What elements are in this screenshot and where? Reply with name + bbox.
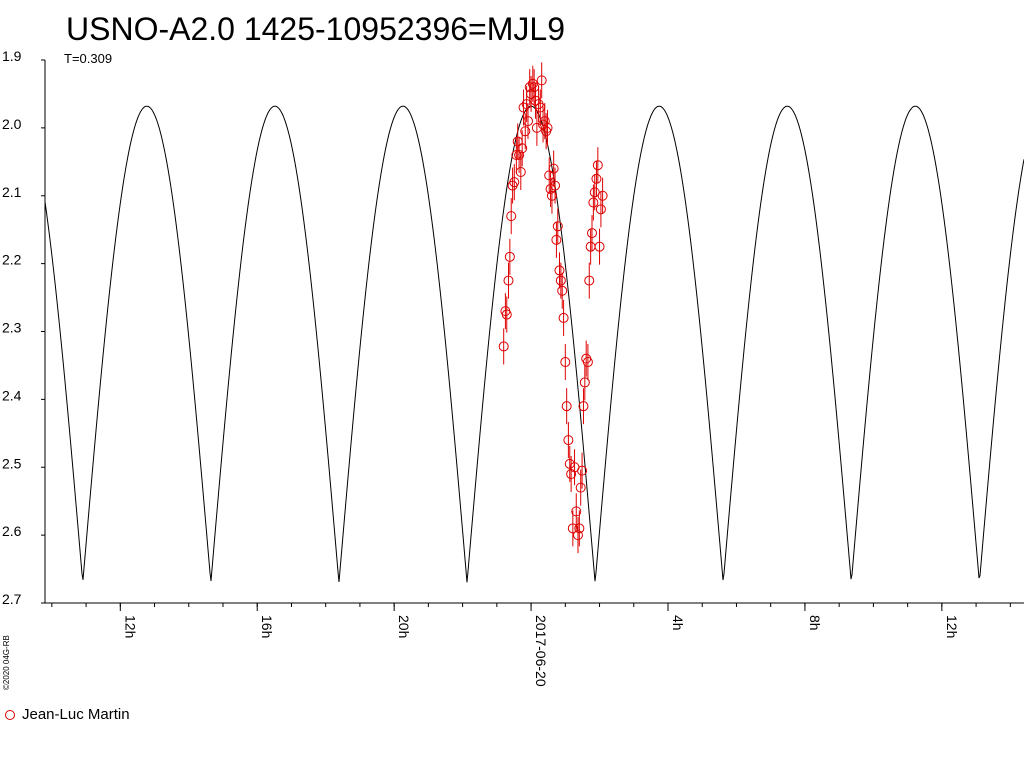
data-points — [498, 75, 608, 541]
chart-title: USNO-A2.0 1425-10952396=MJL9 — [66, 11, 565, 47]
data-point-45 — [566, 469, 577, 480]
data-point-21 — [530, 95, 541, 106]
legend: Jean-Luc Martin — [5, 706, 130, 723]
data-point-36 — [552, 221, 563, 232]
data-point-33 — [548, 163, 559, 174]
data-point-37 — [554, 265, 565, 276]
data-point-11 — [515, 166, 526, 177]
data-point-40 — [558, 312, 569, 323]
y-tick-label-1: 2.0 — [2, 116, 22, 132]
data-point-42 — [561, 401, 572, 412]
data-point-3 — [503, 275, 514, 286]
data-point-14 — [520, 126, 531, 137]
data-point-35 — [551, 234, 562, 245]
data-point-57 — [584, 275, 595, 286]
data-point-18 — [526, 88, 537, 99]
x-tick-label-3: 2017-06-20 — [533, 615, 549, 687]
data-point-32 — [546, 190, 557, 201]
data-point-63 — [592, 160, 603, 171]
x-tick-label-2: 20h — [396, 615, 412, 638]
data-point-34 — [550, 180, 561, 191]
y-tick-label-7: 2.6 — [2, 523, 22, 539]
data-point-41 — [560, 357, 571, 368]
x-tick-label-5: 8h — [807, 615, 823, 631]
data-point-60 — [588, 197, 599, 208]
data-point-12 — [517, 143, 528, 154]
data-point-27 — [539, 116, 550, 127]
data-point-48 — [571, 506, 582, 517]
y-ticks: 1.9 2.0 2.1 2.2 2.3 2.4 2.5 2.6 2.7 — [2, 48, 45, 607]
data-point-20 — [529, 82, 540, 93]
y-tick-label-2: 2.1 — [2, 184, 22, 200]
data-point-30 — [544, 170, 555, 181]
y-tick-label-5: 2.4 — [2, 387, 22, 403]
data-point-4 — [504, 251, 515, 262]
data-point-5 — [506, 211, 517, 222]
data-point-22 — [531, 122, 542, 133]
y-tick-label-6: 2.5 — [2, 455, 22, 471]
x-tick-label-4: 4h — [670, 615, 686, 631]
data-point-50 — [574, 523, 585, 534]
data-point-39 — [557, 285, 568, 296]
data-point-2 — [501, 309, 512, 320]
data-point-49 — [572, 530, 583, 541]
data-point-25 — [536, 75, 547, 86]
data-point-38 — [555, 275, 566, 286]
data-point-8 — [511, 150, 522, 161]
data-point-64 — [594, 241, 605, 252]
period-annotation: T=0.309 — [64, 51, 112, 66]
data-point-16 — [522, 116, 533, 127]
data-point-65 — [595, 204, 606, 215]
x-tick-label-0: 12h — [122, 615, 138, 638]
data-point-43 — [563, 435, 574, 446]
data-point-15 — [521, 99, 532, 110]
data-point-7 — [509, 177, 520, 188]
data-point-54 — [579, 377, 590, 388]
legend-label: Jean-Luc Martin — [22, 706, 130, 723]
data-point-17 — [524, 82, 535, 93]
y-tick-label-0: 1.9 — [2, 48, 22, 64]
data-point-46 — [567, 523, 578, 534]
model-curve — [44, 105, 1024, 583]
data-point-53 — [578, 401, 589, 412]
x-tick-label-1: 16h — [259, 615, 275, 638]
data-point-0 — [498, 341, 509, 352]
x-tick-label-6: 12h — [944, 615, 960, 638]
data-point-59 — [587, 228, 598, 239]
credit-text: ©2020 04G-RB — [2, 635, 11, 690]
y-tick-label-4: 2.3 — [2, 320, 22, 336]
data-point-24 — [535, 102, 546, 113]
data-point-9 — [512, 136, 523, 147]
data-point-52 — [577, 465, 588, 476]
y-tick-label-3: 2.2 — [2, 252, 22, 268]
legend-marker — [5, 710, 15, 720]
data-point-66 — [597, 190, 608, 201]
data-point-29 — [542, 122, 553, 133]
x-ticks: 12h 16h 20h 2017-06-20 4h 8h 12h — [51, 603, 1011, 687]
data-point-62 — [591, 173, 602, 184]
error-bars — [503, 62, 604, 554]
data-point-10 — [514, 150, 525, 161]
data-point-51 — [575, 482, 586, 493]
data-point-13 — [518, 102, 529, 113]
model-curve-group — [44, 105, 1024, 583]
y-tick-label-8: 2.7 — [2, 591, 22, 607]
data-point-56 — [582, 357, 593, 368]
